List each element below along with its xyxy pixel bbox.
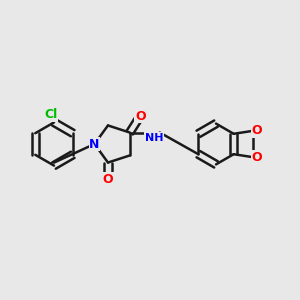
Text: N: N <box>89 137 100 151</box>
Text: O: O <box>252 151 262 164</box>
Text: NH: NH <box>145 133 163 143</box>
Text: O: O <box>135 110 146 122</box>
Text: O: O <box>103 172 113 185</box>
Text: Cl: Cl <box>44 108 58 122</box>
Text: O: O <box>252 124 262 137</box>
